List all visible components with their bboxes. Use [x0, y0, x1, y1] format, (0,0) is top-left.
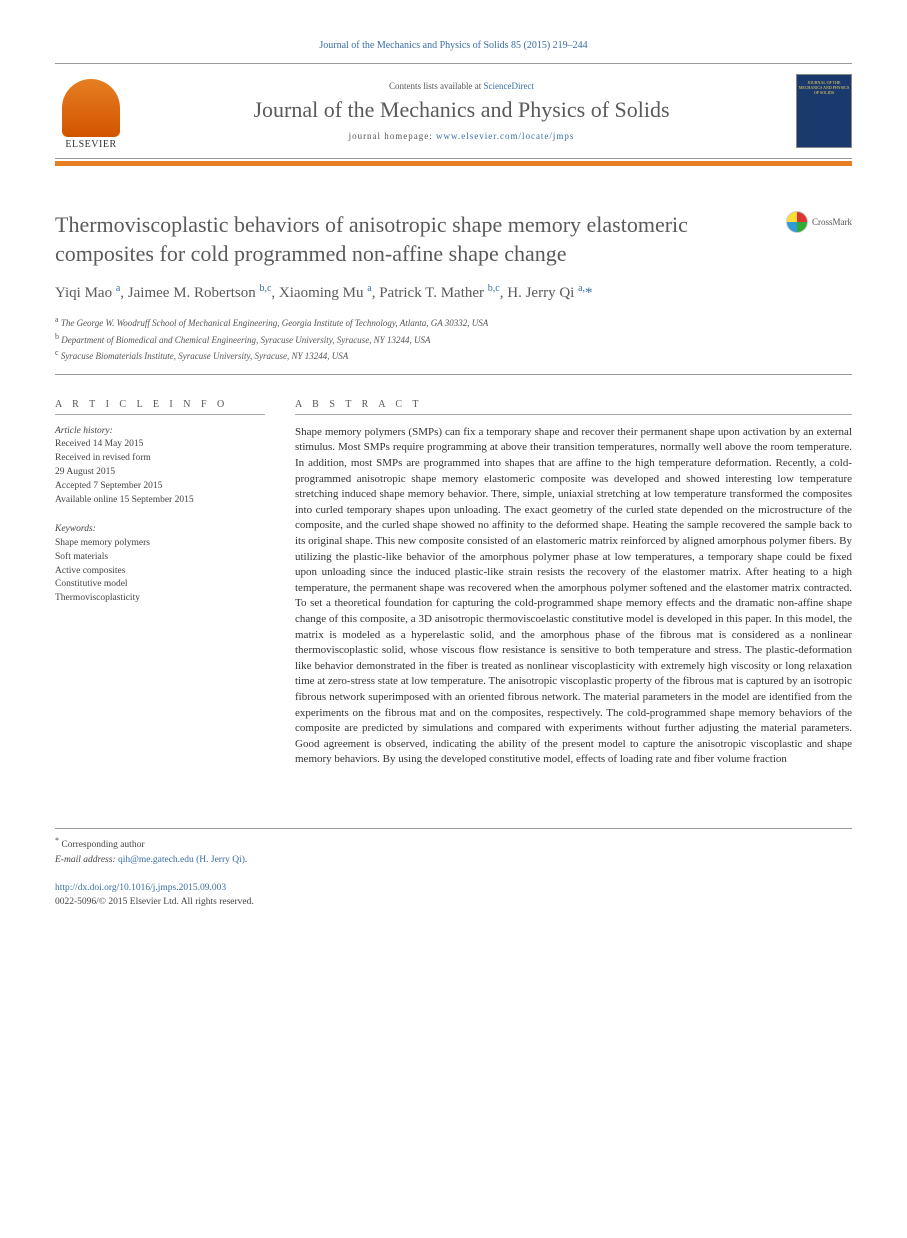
authors-line: Yiqi Mao a, Jaimee M. Robertson b,c, Xia…	[55, 282, 852, 304]
history-line: 29 August 2015	[55, 466, 265, 480]
elsevier-logo: ELSEVIER	[55, 72, 127, 150]
keyword-line: Thermoviscoplasticity	[55, 592, 265, 606]
homepage-link[interactable]: www.elsevier.com/locate/jmps	[436, 131, 574, 141]
corresponding-email-link[interactable]: qih@me.gatech.edu (H. Jerry Qi)	[118, 855, 245, 865]
elsevier-label: ELSEVIER	[65, 139, 116, 150]
affiliation-c: c Syracuse Biomaterials Institute, Syrac…	[55, 347, 852, 364]
keywords-label: Keywords:	[55, 523, 265, 537]
article-page: Journal of the Mechanics and Physics of …	[0, 0, 907, 939]
keyword-line: Active composites	[55, 565, 265, 579]
contents-prefix: Contents lists available at	[389, 81, 483, 91]
keywords-block: Keywords: Shape memory polymersSoft mate…	[55, 523, 265, 606]
article-info-header: A R T I C L E I N F O	[55, 399, 265, 410]
contents-available-line: Contents lists available at ScienceDirec…	[139, 81, 784, 91]
history-line: Accepted 7 September 2015	[55, 480, 265, 494]
email-line: E-mail address: qih@me.gatech.edu (H. Je…	[55, 853, 852, 867]
history-line: Received in revised form	[55, 452, 265, 466]
keyword-line: Constitutive model	[55, 578, 265, 592]
article-title: Thermoviscoplastic behaviors of anisotro…	[55, 211, 786, 268]
cover-thumb-text: JOURNAL OF THE MECHANICS AND PHYSICS OF …	[797, 81, 851, 95]
header-center: Contents lists available at ScienceDirec…	[139, 81, 784, 141]
corresponding-author-line: * Corresponding author	[55, 835, 852, 852]
homepage-line: journal homepage: www.elsevier.com/locat…	[139, 131, 784, 141]
sciencedirect-link[interactable]: ScienceDirect	[484, 81, 534, 91]
history-line: Available online 15 September 2015	[55, 494, 265, 508]
footer-block: * Corresponding author E-mail address: q…	[55, 828, 852, 909]
email-label: E-mail address:	[55, 855, 116, 865]
doi-link[interactable]: http://dx.doi.org/10.1016/j.jmps.2015.09…	[55, 883, 226, 893]
doi-line: http://dx.doi.org/10.1016/j.jmps.2015.09…	[55, 881, 852, 895]
abstract-rule	[295, 414, 852, 415]
affiliations-block: a The George W. Woodruff School of Mecha…	[55, 314, 852, 364]
article-info-column: A R T I C L E I N F O Article history: R…	[55, 399, 265, 768]
divider-below-affiliations	[55, 374, 852, 375]
crossmark-label: CrossMark	[812, 217, 852, 227]
title-row: Thermoviscoplastic behaviors of anisotro…	[55, 211, 852, 268]
history-line: Received 14 May 2015	[55, 438, 265, 452]
abstract-text: Shape memory polymers (SMPs) can fix a t…	[295, 425, 852, 768]
homepage-prefix: journal homepage:	[349, 131, 436, 141]
keyword-line: Soft materials	[55, 551, 265, 565]
journal-header: ELSEVIER Contents lists available at Sci…	[55, 63, 852, 159]
crossmark-badge[interactable]: CrossMark	[786, 211, 852, 233]
crossmark-icon	[786, 211, 808, 233]
article-history-block: Article history: Received 14 May 2015Rec…	[55, 425, 265, 508]
copyright-line: 0022-5096/© 2015 Elsevier Ltd. All right…	[55, 895, 852, 909]
affiliation-a: a The George W. Woodruff School of Mecha…	[55, 314, 852, 331]
abstract-column: A B S T R A C T Shape memory polymers (S…	[295, 399, 852, 768]
keyword-line: Shape memory polymers	[55, 537, 265, 551]
article-info-rule	[55, 414, 265, 415]
journal-cover-thumbnail: JOURNAL OF THE MECHANICS AND PHYSICS OF …	[796, 74, 852, 148]
elsevier-tree-icon	[62, 79, 120, 137]
article-history-label: Article history:	[55, 425, 265, 439]
orange-divider-bar	[55, 161, 852, 166]
affiliation-b: b Department of Biomedical and Chemical …	[55, 331, 852, 348]
journal-name: Journal of the Mechanics and Physics of …	[139, 97, 784, 123]
abstract-header: A B S T R A C T	[295, 399, 852, 410]
two-column-body: A R T I C L E I N F O Article history: R…	[55, 399, 852, 768]
citation-line: Journal of the Mechanics and Physics of …	[55, 40, 852, 51]
